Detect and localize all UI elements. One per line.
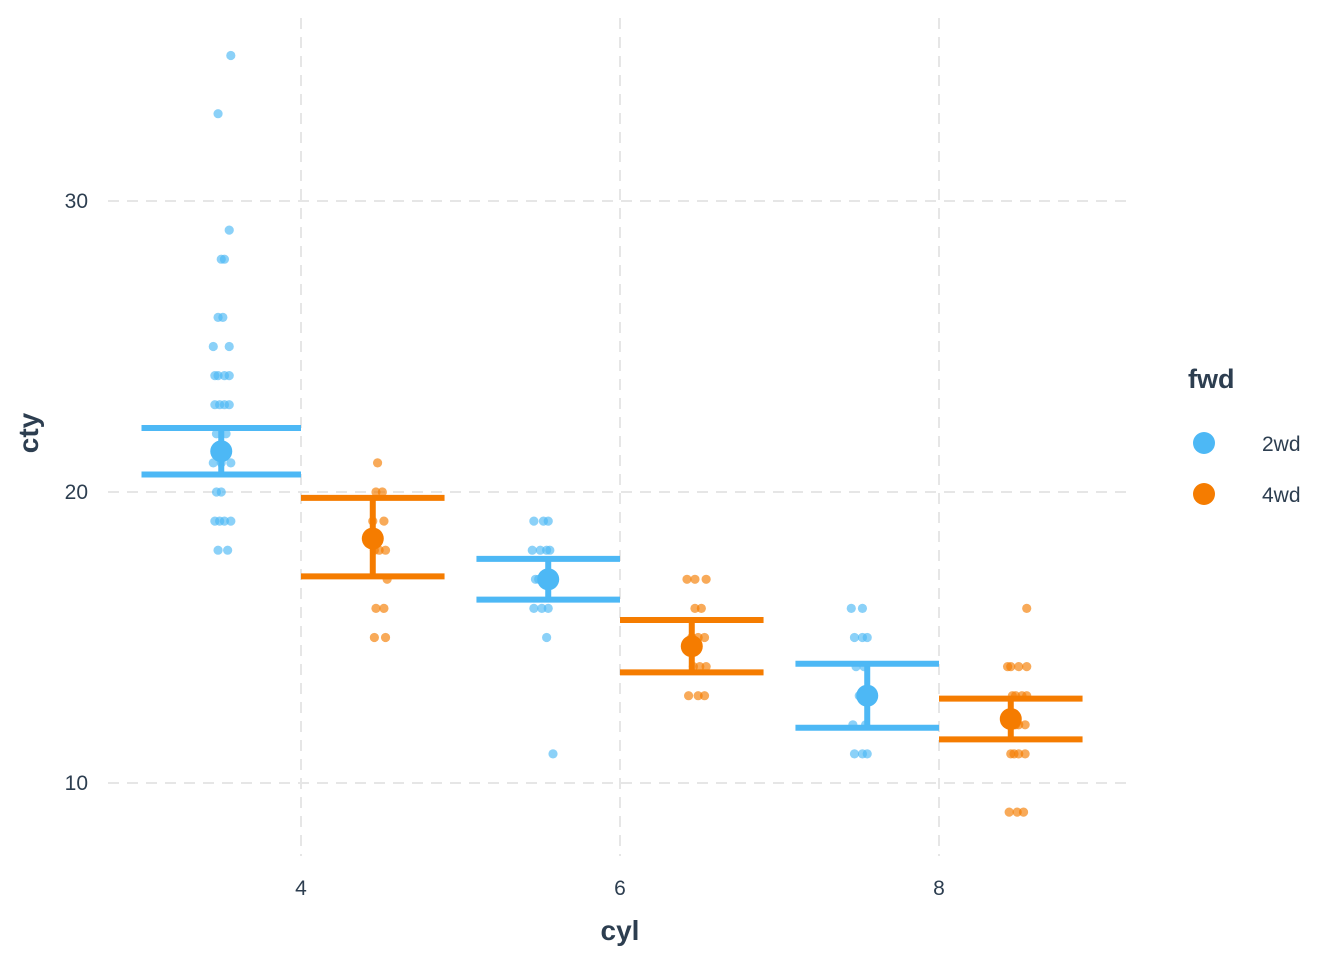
legend-key-4wd [1193,483,1215,505]
data-point-4wd [379,603,389,614]
data-point-4wd [701,662,711,672]
data-point-4wd [371,487,381,497]
mean-point-4wd [999,707,1022,730]
legend-title: fwd [1188,364,1235,394]
data-point-2wd [849,749,860,759]
data-point-2wd [535,545,545,555]
data-point-2wd [543,603,553,614]
data-point-2wd [219,400,230,410]
data-point-4wd [1012,807,1022,817]
data-point-4wd [1014,662,1024,672]
data-point-4wd [1020,720,1030,730]
mean-point-2wd [210,440,233,463]
data-point-4wd [372,458,383,468]
data-point-2wd [529,603,539,614]
data-point-4wd [696,603,706,614]
data-point-2wd [219,371,230,381]
x-tick-label: 6 [614,877,626,900]
data-point-4wd [380,632,391,643]
data-point-4wd [380,545,391,555]
data-point-4wd [699,691,710,701]
data-point-2wd [226,458,236,468]
data-point-2wd [542,632,552,643]
data-point-2wd [537,603,547,614]
data-point-2wd [846,603,856,614]
x-axis-title: cyl [601,915,640,946]
data-point-4wd [379,516,389,526]
data-point-2wd [224,341,234,352]
data-point-2wd [208,341,218,352]
data-point-2wd [529,516,539,526]
data-point-2wd [226,516,236,526]
mean-point-4wd [361,527,384,550]
legend-key-2wd [1193,432,1215,454]
mean-point-2wd [856,684,879,707]
data-point-2wd [545,545,555,555]
data-point-4wd [371,603,381,614]
y-axis-title: cty [13,412,44,453]
data-point-2wd [862,632,872,643]
data-point-4wd [690,574,700,584]
data-point-2wd [213,545,223,555]
data-point-4wd [1022,603,1032,614]
axes: 10 20 30 4 6 8 [65,190,945,900]
data-point-2wd [857,603,868,614]
data-point-2wd [213,109,223,119]
y-tick-label: 20 [65,481,88,504]
legend-label-2wd: 2wd [1262,433,1301,456]
data-point-2wd [548,749,558,759]
y-tick-label: 30 [65,190,88,213]
data-point-2wd [849,632,860,643]
data-point-4wd [377,487,387,497]
data-marks [208,50,1032,817]
data-point-4wd [1022,662,1032,672]
legend-label-4wd: 4wd [1262,484,1301,507]
data-point-4wd [1009,749,1019,759]
data-point-4wd [693,691,703,701]
data-point-2wd [210,371,220,381]
data-point-2wd [216,254,226,264]
data-point-4wd [683,691,694,701]
data-point-2wd [215,516,225,526]
data-point-2wd [213,312,223,322]
data-point-2wd [216,487,226,497]
data-point-4wd [369,632,379,643]
mean-point-4wd [680,635,703,658]
data-point-2wd [210,400,220,410]
data-point-2wd [527,545,537,555]
data-point-4wd [699,632,710,643]
data-point-4wd [701,574,711,584]
x-tick-label: 8 [933,877,945,900]
data-point-2wd [223,545,233,555]
summary-marks [141,424,1083,743]
mean-point-2wd [537,568,560,591]
data-point-4wd [1002,662,1013,672]
data-point-2wd [862,749,872,759]
data-point-4wd [682,574,692,584]
x-tick-label: 4 [295,877,307,900]
data-point-4wd [1020,749,1030,759]
gridlines [108,18,1132,856]
data-point-2wd [224,225,234,235]
data-point-4wd [1018,807,1029,817]
data-point-4wd [1004,807,1014,817]
data-point-4wd [690,603,700,614]
y-tick-label: 10 [65,772,88,795]
data-point-4wd [695,662,705,672]
data-point-2wd [226,50,236,61]
data-point-2wd [543,516,553,526]
legend: fwd 2wd 4wd [1188,364,1301,507]
